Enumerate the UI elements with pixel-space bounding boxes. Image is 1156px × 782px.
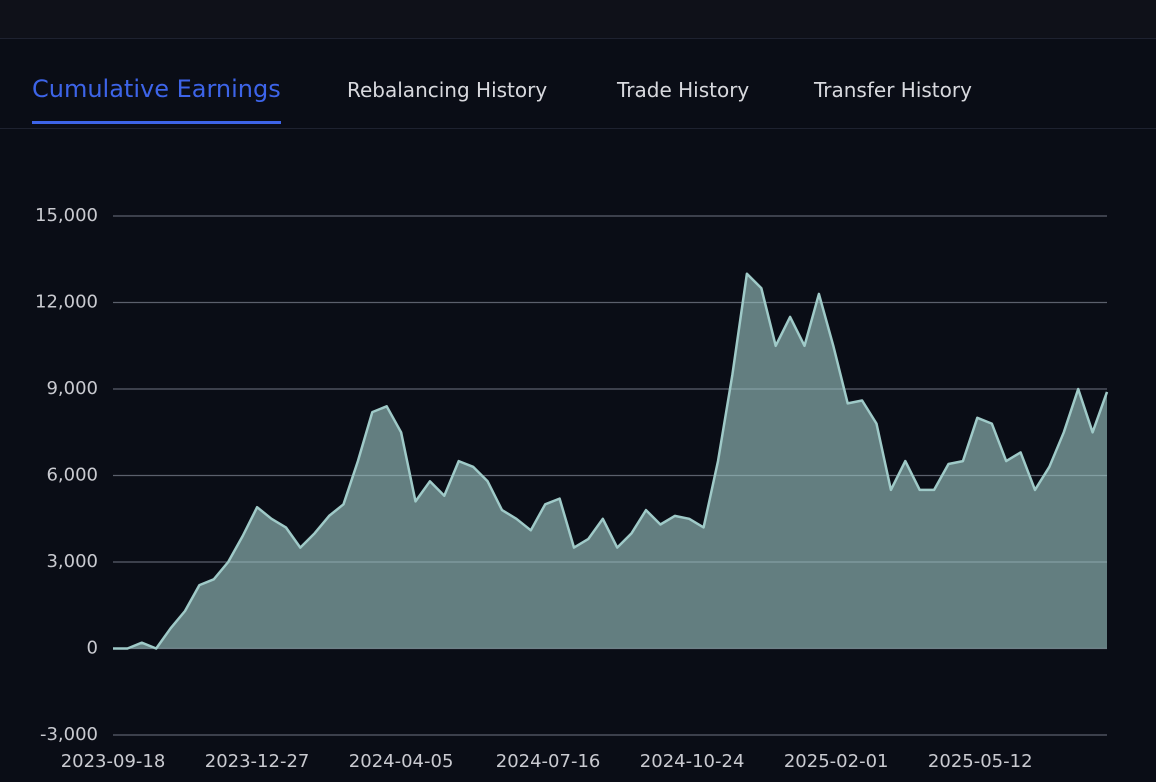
y-tick-label: 3,000 — [46, 551, 98, 572]
x-tick-label: 2024-10-24 — [640, 751, 745, 772]
x-tick-label: 2023-09-18 — [61, 751, 166, 772]
tab-bar: Cumulative Earnings Rebalancing History Tr… — [0, 60, 1156, 129]
y-tick-label: 12,000 — [35, 292, 98, 313]
x-tick-label: 2024-07-16 — [496, 751, 601, 772]
x-tick-label: 2024-04-05 — [349, 751, 454, 772]
x-tick-label: 2025-02-01 — [784, 751, 889, 772]
tab[interactable]: Rebalancing History — [347, 78, 548, 102]
line — [113, 272, 1109, 650]
y-tick-label: 0 — [87, 638, 98, 659]
y-tick-label: 9,000 — [46, 378, 98, 399]
tab[interactable]: Cumulative Earnings — [32, 75, 281, 124]
y-tick-label: 15,000 — [35, 205, 98, 226]
top-bar — [0, 0, 1156, 39]
x-tick-label: 2025-05-12 — [928, 751, 1033, 772]
y-tick-label: 6,000 — [46, 465, 98, 486]
y-tick-label: -3,000 — [40, 724, 98, 745]
tab[interactable]: Transfer History — [814, 78, 972, 102]
area — [113, 273, 1107, 649]
tab[interactable]: Trade History — [617, 78, 750, 102]
x-tick-label: 2023-12-27 — [205, 751, 310, 772]
